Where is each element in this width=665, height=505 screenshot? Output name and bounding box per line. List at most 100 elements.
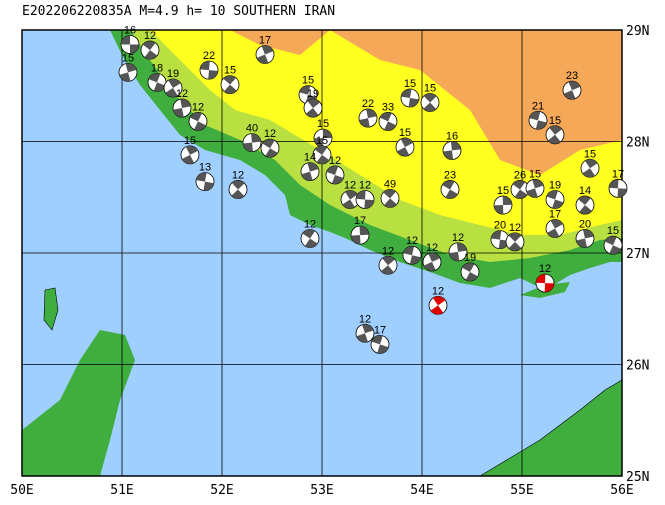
depth-label: 15 bbox=[584, 148, 596, 160]
depth-label: 12 bbox=[509, 222, 521, 234]
depth-label: 15 bbox=[184, 135, 196, 147]
compression-quadrant bbox=[423, 93, 437, 112]
compression-quadrant bbox=[547, 219, 563, 238]
depth-label: 19 bbox=[549, 179, 561, 191]
depth-label: 19 bbox=[307, 88, 319, 100]
compression-quadrant bbox=[379, 112, 397, 131]
depth-label: 12 bbox=[539, 263, 551, 275]
compression-quadrant bbox=[173, 99, 191, 118]
compression-quadrant bbox=[430, 296, 446, 315]
depth-label: 17 bbox=[259, 35, 271, 47]
focal-mechanism: 12 bbox=[325, 155, 345, 185]
focal-mechanism: 15 bbox=[545, 115, 565, 145]
focal-mechanism: 12 bbox=[172, 88, 192, 118]
focal-mechanism: 15 bbox=[312, 135, 332, 165]
focal-mechanism: 17 bbox=[545, 208, 565, 238]
focal-mechanism: 12 bbox=[228, 169, 248, 199]
qatar-land bbox=[22, 330, 135, 476]
depth-label: 21 bbox=[532, 100, 544, 112]
focal-mechanism: 15 bbox=[525, 168, 545, 198]
depth-label: 15 bbox=[399, 127, 411, 139]
compression-quadrant bbox=[342, 190, 358, 209]
compression-quadrant bbox=[462, 262, 478, 281]
focal-mechanism: 15 bbox=[603, 225, 623, 255]
depth-label: 23 bbox=[566, 70, 578, 82]
focal-mechanism: 19 bbox=[303, 88, 323, 118]
compression-quadrant bbox=[381, 256, 395, 275]
focal-mechanism: 22 bbox=[199, 50, 219, 80]
depth-label: 14 bbox=[579, 185, 591, 197]
compression-quadrant bbox=[196, 172, 214, 191]
compression-quadrant bbox=[546, 190, 564, 209]
depth-label: 22 bbox=[203, 50, 215, 62]
depth-label: 15 bbox=[529, 168, 541, 180]
compression-quadrant bbox=[609, 179, 627, 198]
depth-label: 12 bbox=[329, 155, 341, 167]
depth-label: 16 bbox=[446, 130, 458, 142]
compression-quadrant bbox=[491, 230, 509, 249]
compression-quadrant bbox=[397, 138, 413, 157]
depth-label: 22 bbox=[362, 98, 374, 110]
focal-mechanism: 12 bbox=[260, 128, 280, 158]
focal-mechanism: 12 bbox=[535, 263, 555, 293]
compression-quadrant bbox=[442, 180, 458, 199]
focal-mechanism: 20 bbox=[490, 220, 510, 250]
focal-mechanism: 12 bbox=[402, 235, 422, 265]
compression-quadrant bbox=[148, 73, 166, 92]
depth-label: 33 bbox=[382, 101, 394, 113]
focal-mechanism: 23 bbox=[562, 70, 582, 100]
depth-label: 15 bbox=[302, 75, 314, 87]
focal-mechanism: 17 bbox=[255, 35, 275, 64]
depth-label: 14 bbox=[304, 152, 316, 164]
compression-quadrant bbox=[326, 165, 344, 184]
compression-quadrant bbox=[301, 162, 319, 181]
focal-mechanism: 12 bbox=[505, 222, 525, 252]
focal-mechanism: 17 bbox=[350, 215, 370, 245]
compression-quadrant bbox=[314, 129, 332, 148]
compression-quadrant bbox=[256, 45, 274, 64]
focal-mechanism: 15 bbox=[420, 82, 440, 112]
focal-mechanism: 12 bbox=[448, 232, 468, 262]
focal-mechanism: 15 bbox=[180, 135, 200, 165]
compression-quadrant bbox=[305, 99, 321, 118]
depth-label: 12 bbox=[406, 235, 418, 247]
focal-mechanism: 19 bbox=[545, 179, 565, 209]
focal-mechanism: 40 bbox=[242, 123, 262, 153]
depth-label: 18 bbox=[151, 62, 163, 74]
focal-mechanism: 26 bbox=[510, 169, 530, 199]
depth-label: 16 bbox=[124, 24, 136, 36]
depth-label: 12 bbox=[426, 242, 438, 254]
compression-quadrant bbox=[371, 335, 389, 354]
compression-quadrant bbox=[302, 229, 318, 248]
compression-quadrant bbox=[508, 232, 522, 251]
bahrain bbox=[43, 287, 59, 331]
compression-quadrant bbox=[423, 252, 441, 271]
focal-mechanism: 12 bbox=[140, 30, 160, 60]
depth-label: 12 bbox=[264, 128, 276, 140]
depth-label: 23 bbox=[444, 169, 456, 181]
depth-label: 15 bbox=[549, 115, 561, 127]
focal-mechanism: 33 bbox=[378, 101, 398, 131]
depth-label: 17 bbox=[354, 215, 366, 227]
focal-mechanism: 22 bbox=[358, 98, 378, 128]
compression-quadrant bbox=[512, 180, 528, 199]
compression-quadrant bbox=[142, 41, 158, 60]
focal-mechanism: 14 bbox=[300, 152, 320, 182]
focal-mechanism: 15 bbox=[580, 148, 600, 178]
y-tick-label: 28N bbox=[626, 136, 649, 151]
focal-mechanism: 17 bbox=[608, 168, 628, 198]
focal-mechanism: 12 bbox=[355, 179, 375, 209]
depth-label: 20 bbox=[579, 219, 591, 231]
focal-mechanism: 16 bbox=[120, 24, 140, 54]
compression-quadrant bbox=[121, 35, 139, 54]
depth-label: 17 bbox=[374, 324, 386, 336]
depth-label: 49 bbox=[384, 178, 396, 190]
focal-mechanism: 49 bbox=[380, 178, 400, 208]
compression-quadrant bbox=[200, 61, 218, 80]
focal-mechanism: 15 bbox=[118, 52, 138, 82]
depth-label: 12 bbox=[232, 169, 244, 181]
x-tick-label: 52E bbox=[210, 483, 233, 498]
focal-mechanism: 19 bbox=[460, 252, 480, 282]
depth-label: 17 bbox=[549, 208, 561, 220]
compression-quadrant bbox=[223, 75, 237, 94]
